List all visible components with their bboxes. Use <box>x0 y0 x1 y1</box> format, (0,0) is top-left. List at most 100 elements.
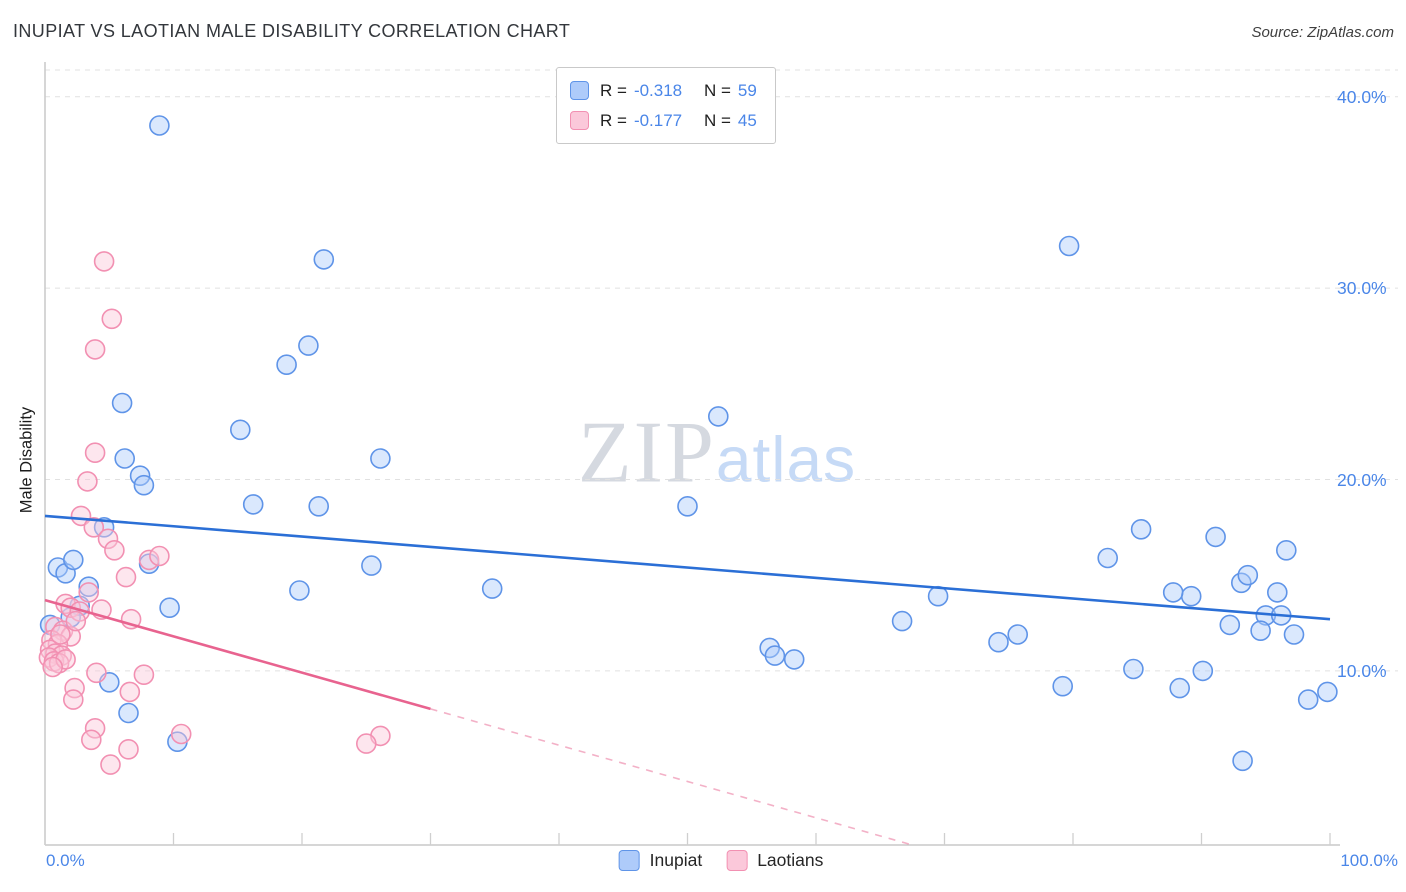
scatter-point-laotians <box>63 689 84 710</box>
scatter-point-laotians <box>84 442 106 464</box>
inupiat-bottom-swatch <box>618 850 640 871</box>
scatter-point-inupiat <box>114 448 135 469</box>
scatter-point-inupiat <box>1283 624 1305 645</box>
scatter-point-inupiat <box>481 578 503 599</box>
scatter-point-laotians <box>149 545 170 567</box>
scatter-point-inupiat <box>78 576 99 598</box>
laotians-legend-swatch <box>570 111 589 130</box>
scatter-point-laotians <box>65 610 87 632</box>
scatter-point-inupiat <box>230 419 251 441</box>
laotians-bottom-swatch <box>726 850 748 871</box>
scatter-point-laotians <box>77 471 98 492</box>
scatter-point-inupiat <box>764 645 786 666</box>
scatter-point-inupiat <box>1169 677 1190 699</box>
scatter-point-inupiat <box>1250 620 1271 642</box>
scatter-point-laotians <box>119 681 141 703</box>
scatter-point-inupiat <box>707 406 729 427</box>
laotians-n-label: N = <box>703 110 731 130</box>
inupiat-bottom-label: Inupiat <box>649 850 703 870</box>
scatter-point-inupiat <box>1162 582 1184 603</box>
scatter-point-inupiat <box>149 115 170 136</box>
scatter-point-inupiat <box>1205 526 1226 548</box>
laotians-r-value: -0.177 <box>633 110 683 130</box>
source-label: Source: ZipAtlas.com <box>1251 24 1394 41</box>
scatter-point-laotians <box>97 528 119 550</box>
scatter-point-laotians <box>84 717 106 739</box>
scatter-point-laotians <box>115 566 137 588</box>
inupiat-legend-swatch <box>570 81 589 100</box>
inupiat-r-value: -0.318 <box>633 80 683 100</box>
scatter-point-inupiat <box>308 495 330 517</box>
scatter-point-inupiat <box>276 354 297 376</box>
scatter-point-laotians <box>78 582 99 603</box>
scatter-point-inupiat <box>1232 750 1253 772</box>
scatter-point-inupiat <box>370 448 391 469</box>
scatter-point-laotians <box>133 664 155 686</box>
scatter-point-laotians <box>70 505 92 527</box>
scatter-point-inupiat <box>1192 660 1214 682</box>
scatter-point-inupiat <box>1297 689 1319 710</box>
scatter-point-laotians <box>355 733 377 754</box>
y-tick-label-30: 30.0% <box>1337 278 1387 298</box>
scatter-point-laotians <box>93 251 115 272</box>
inupiat-n-label: N = <box>703 80 731 100</box>
scatter-point-inupiat <box>313 249 335 270</box>
inupiat-n-value: 59 <box>737 80 757 100</box>
inupiat-r-label: R = <box>600 80 627 100</box>
scatter-point-laotians <box>55 649 76 670</box>
scatter-point-laotians <box>100 754 121 775</box>
scatter-point-laotians <box>86 662 107 684</box>
scatter-point-inupiat <box>1276 539 1297 561</box>
scatter-point-laotians <box>104 539 125 561</box>
scatter-point-inupiat <box>298 335 319 356</box>
scatter-point-inupiat <box>159 597 180 619</box>
scatter-point-inupiat <box>1130 518 1152 540</box>
scatter-point-inupiat <box>988 631 1009 653</box>
scatter-point-laotians <box>84 339 106 360</box>
scatter-point-inupiat <box>1007 624 1029 645</box>
scatter-point-inupiat <box>1123 658 1144 680</box>
scatter-point-inupiat <box>891 610 913 632</box>
chart-title: INUPIAT VS LAOTIAN MALE DISABILITY CORRE… <box>13 21 571 41</box>
scatter-point-inupiat <box>242 494 264 515</box>
scatter-point-laotians <box>50 624 71 645</box>
trend-line-laotians <box>44 598 431 711</box>
scatter-point-inupiat <box>118 702 139 724</box>
scatter-point-inupiat <box>1237 564 1259 586</box>
watermark: ZIPatlas <box>578 402 856 503</box>
scatter-point-laotians <box>60 626 81 647</box>
scatter-point-inupiat <box>1097 547 1118 569</box>
scatter-point-laotians <box>81 729 102 751</box>
legend-row-laotians: R = -0.177 N = 45 <box>570 107 757 134</box>
scatter-point-inupiat <box>289 580 310 601</box>
scatter-point-laotians <box>42 656 64 678</box>
scatter-point-inupiat <box>1317 681 1338 703</box>
legend-row-inupiat: R = -0.318 N = 59 <box>570 77 757 104</box>
watermark-zip: ZIP <box>577 404 716 502</box>
scatter-point-inupiat <box>927 585 949 607</box>
legend-box: R = -0.318 N = 59 R = -0.177 N = 45 <box>556 67 776 144</box>
x-tick-label-max: 100.0% <box>1340 851 1398 870</box>
scatter-point-inupiat <box>361 555 382 576</box>
scatter-point-laotians <box>83 516 105 538</box>
scatter-point-inupiat <box>1267 582 1288 603</box>
laotians-bottom-label: Laotians <box>757 850 824 870</box>
scatter-point-inupiat <box>111 392 133 414</box>
laotians-r-label: R = <box>600 110 627 130</box>
scatter-point-inupiat <box>63 549 84 571</box>
y-tick-label-40: 40.0% <box>1337 87 1387 107</box>
watermark-atlas: atlas <box>715 423 857 496</box>
y-tick-label-20: 20.0% <box>1337 470 1387 490</box>
y-tick-label-10: 10.0% <box>1337 661 1387 681</box>
scatter-point-inupiat <box>1058 235 1080 257</box>
trend-line-inupiat <box>44 514 1331 621</box>
bottom-legend: Inupiat Laotians <box>618 850 824 871</box>
y-axis-label: Male Disability <box>17 406 36 514</box>
scatter-point-inupiat <box>1052 675 1073 697</box>
scatter-point-inupiat <box>1219 614 1241 636</box>
laotians-n-value: 45 <box>737 110 757 130</box>
trend-line-laotians-extrapolated <box>430 708 913 846</box>
scatter-point-inupiat <box>783 649 805 670</box>
